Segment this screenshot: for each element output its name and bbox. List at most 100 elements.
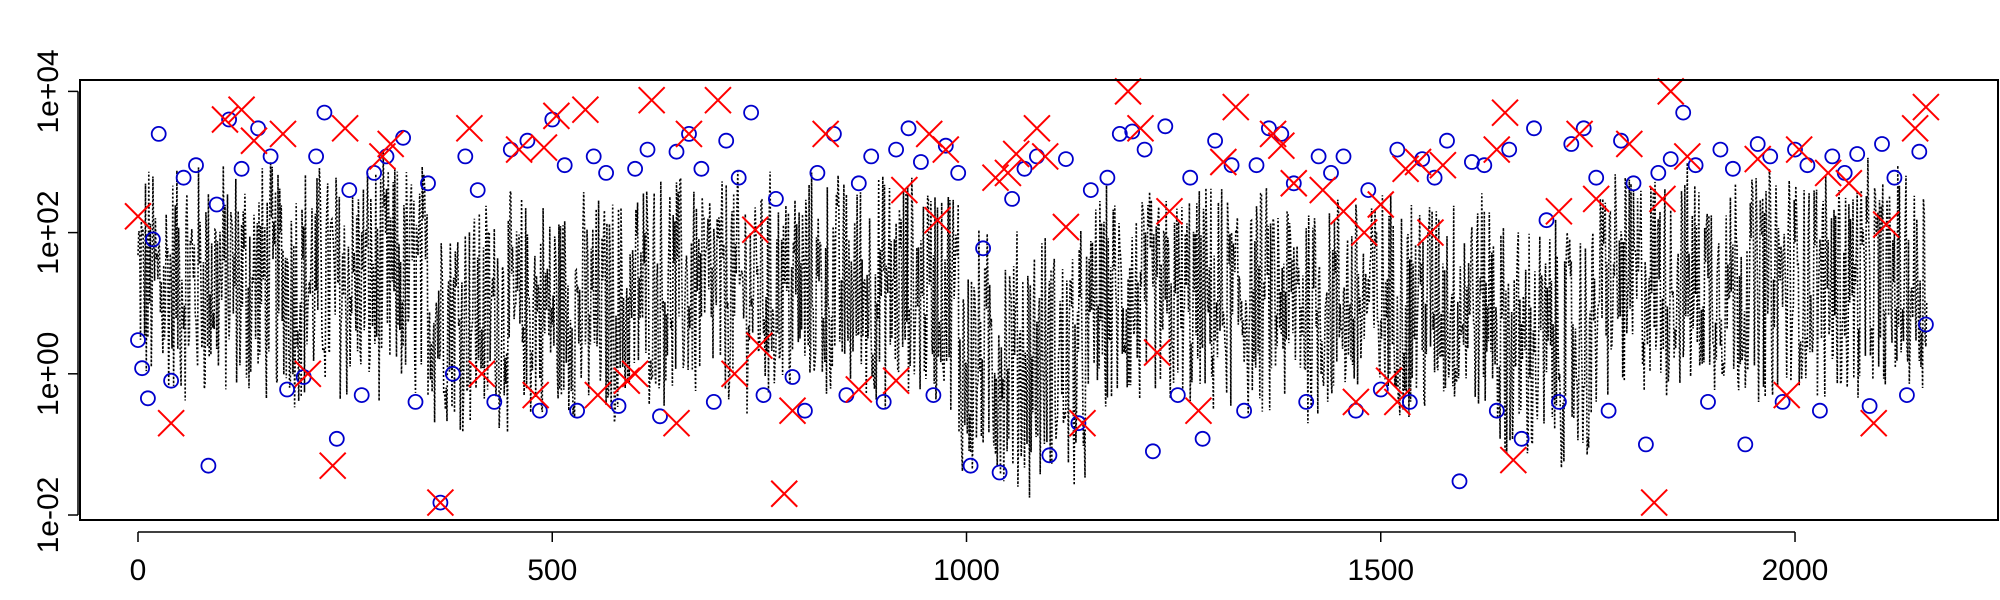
cross-point [1744,145,1772,173]
cross-point [571,96,600,124]
circle-point [1625,175,1642,192]
y-tick-label: 1e+00 [32,332,65,416]
cross-point [1209,148,1238,176]
circle-point [1323,164,1339,181]
circle-point [681,125,697,142]
circle-point [1762,148,1779,165]
circle-point [900,120,917,137]
cross-point [1648,185,1677,213]
cross-point [455,114,484,143]
circle-point [519,132,536,149]
circle-point [627,160,643,177]
circle-point [444,365,461,382]
circle-point [556,157,573,174]
circle-point [233,160,250,177]
circle-point [1285,175,1302,192]
circle-point [1551,393,1567,410]
cross-point [741,215,769,244]
circle-point [693,160,710,177]
circle-point [888,141,904,158]
cross-point [1582,185,1610,213]
circle-point [1662,151,1679,168]
cross-point [1114,77,1142,106]
circle-point [1124,123,1141,140]
cross-point [745,332,774,360]
cross-point [1184,397,1213,425]
cross-point [845,375,873,404]
cross-point [227,96,256,124]
circle-point [743,104,759,121]
circle-point [1004,190,1020,207]
cross-point [1565,120,1594,148]
circle-point [1563,136,1580,152]
series-line [137,151,1928,498]
circle-point [407,393,424,410]
circle-point [1070,415,1087,432]
y-tick-label: 1e+04 [32,49,65,133]
circle-point [486,393,503,410]
circle-point [200,457,217,474]
cross-point [1491,98,1519,127]
circle-point [1223,157,1240,174]
circle-point [1426,169,1443,186]
circle-point [1335,148,1352,165]
circle-point [316,104,333,121]
circle-point [1538,212,1555,229]
cross-point [1143,338,1171,367]
cross-point [778,397,807,425]
circle-point [1298,393,1315,410]
cross-point [1068,409,1097,437]
cross-point [468,360,496,388]
cross-point [994,159,1022,187]
circle-point [925,387,942,404]
y-tick-label: 1e+02 [32,190,65,274]
circle-point [863,148,880,165]
circle-point [134,360,151,377]
circle-point [1861,398,1878,414]
circle-point [1638,436,1654,453]
circle-point [1476,157,1493,174]
circle-point [652,408,668,425]
circle-point [1725,160,1741,177]
cross-point [1023,114,1051,143]
circle-point [420,175,436,192]
circle-point [175,169,192,186]
cross-point [1342,388,1370,416]
cross-point [1901,114,1929,143]
circle-point [1712,141,1729,158]
cross-point [923,206,952,234]
circle-point [1737,436,1754,453]
cross-point [1367,190,1395,219]
cross-point [1375,366,1403,395]
circle-point [208,196,225,213]
circle-point [1488,402,1505,419]
circle-point [1099,169,1116,186]
circle-point [950,164,967,181]
circle-point [144,231,161,248]
x-tick-label: 1000 [933,554,1000,587]
circle-point [139,390,156,407]
cross-point [376,130,405,158]
circle-point [668,143,685,160]
cross-point [1545,197,1573,226]
circle-point [262,148,279,165]
circle-point [1526,120,1542,137]
cross-point [1222,93,1250,121]
cross-point [1673,142,1702,171]
circle-point [1248,157,1265,174]
circle-point [1348,402,1364,419]
cross-point [505,135,533,164]
circle-point [913,154,929,170]
cross-point [318,451,347,480]
series-circles-layer [130,104,1934,511]
cross-point [124,202,152,231]
cross-point [1155,197,1184,226]
cross-point [1640,488,1668,517]
cross-point [1912,93,1940,121]
circle-point [937,137,954,154]
circle-point [1650,164,1667,181]
circle-point [1310,148,1327,165]
circle-point [1169,387,1186,404]
